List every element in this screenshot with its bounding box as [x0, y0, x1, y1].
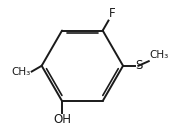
- Text: OH: OH: [53, 113, 71, 126]
- Text: CH₃: CH₃: [12, 67, 31, 77]
- Text: CH₃: CH₃: [149, 51, 168, 61]
- Text: F: F: [109, 7, 116, 20]
- Text: S: S: [135, 59, 142, 72]
